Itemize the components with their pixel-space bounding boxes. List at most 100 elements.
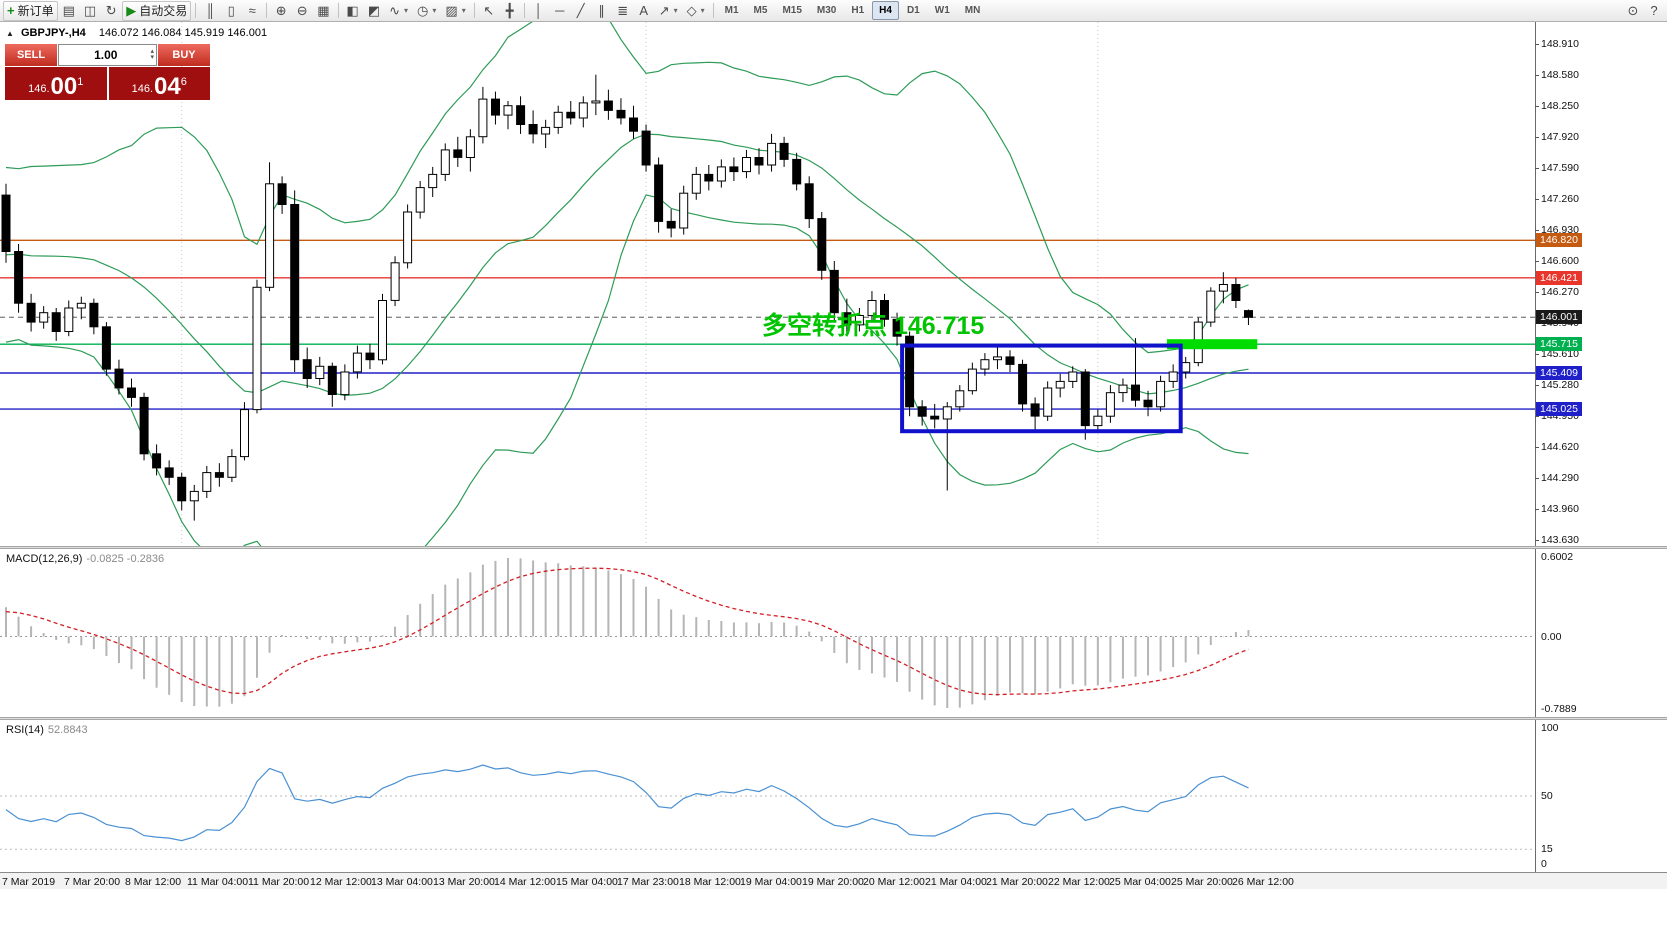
indicators-button[interactable]: ∿ ▾ bbox=[385, 1, 412, 21]
main-chart-panel[interactable]: 多空转折点 146.715 ▲ GBPJPY-,H4 146.072 146.0… bbox=[0, 22, 1667, 546]
time-tick: 7 Mar 2019 bbox=[2, 876, 56, 888]
text-icon: A bbox=[639, 3, 649, 18]
rsi-name: RSI(14) bbox=[6, 724, 44, 736]
time-tick: 22 Mar 12:00 bbox=[1048, 876, 1110, 888]
new-chart-button[interactable]: ▤ bbox=[59, 1, 79, 21]
shapes-button[interactable]: ◇ ▾ bbox=[683, 1, 709, 21]
bollinger-bands bbox=[5, 22, 1249, 546]
crosshair-icon: ╋ bbox=[505, 3, 514, 18]
macd-axis[interactable]: 0.6002 0.00 -0.7889 bbox=[1535, 549, 1667, 717]
timeframe-h1-button[interactable]: H1 bbox=[851, 5, 865, 16]
new-order-button[interactable]: + 新订单 bbox=[3, 0, 58, 21]
time-tick: 20 Mar 12:00 bbox=[863, 876, 925, 888]
trendline-button[interactable]: ╱ bbox=[571, 1, 591, 21]
time-axis[interactable]: 7 Mar 2019 7 Mar 20:00 8 Mar 12:00 11 Mar 0… bbox=[0, 872, 1667, 889]
vertical-line-button[interactable]: │ bbox=[529, 1, 549, 21]
vertical-line-icon: │ bbox=[534, 3, 543, 18]
one-click-toggle-icon[interactable]: ▲ bbox=[6, 29, 14, 38]
zoom-out-icon: ⊖ bbox=[296, 3, 308, 18]
ask-price: 146. 04 6 bbox=[108, 67, 210, 100]
toolbar-separator bbox=[337, 3, 339, 18]
refresh-icon: ↻ bbox=[105, 3, 117, 18]
timeframe-mn-button[interactable]: MN bbox=[964, 5, 981, 16]
macd-signal-line bbox=[5, 567, 1249, 696]
price-level-badge: 145.715 bbox=[1536, 337, 1582, 351]
candles bbox=[1, 74, 1253, 521]
templates-button[interactable]: ▨ ▾ bbox=[441, 1, 469, 21]
timeframe-w1-button[interactable]: W1 bbox=[934, 5, 950, 16]
zoom-in-button[interactable]: ⊕ bbox=[271, 1, 291, 21]
tile-windows-button[interactable]: ▦ bbox=[313, 1, 333, 21]
pivot-level-bar[interactable] bbox=[1166, 339, 1258, 350]
line-chart-icon: ≈ bbox=[248, 3, 256, 18]
annotation-text[interactable]: 多空转折点 146.715 bbox=[762, 311, 984, 340]
fibonacci-button[interactable]: ≣ bbox=[613, 1, 633, 21]
panel-splitter[interactable] bbox=[0, 546, 1667, 549]
channel-icon: ∥ bbox=[598, 3, 605, 18]
time-tick: 14 Mar 12:00 bbox=[494, 876, 556, 888]
channel-button[interactable]: ∥ bbox=[592, 1, 612, 21]
macd-panel[interactable]: MACD(12,26,9) -0.0825 -0.2836 0.6002 0.00 -… bbox=[0, 549, 1667, 717]
price-level-badge: 146.820 bbox=[1536, 233, 1582, 247]
bid-main: 146. bbox=[28, 83, 50, 95]
line-chart-button[interactable]: ≈ bbox=[242, 1, 262, 21]
time-tick: 11 Mar 04:00 bbox=[187, 876, 249, 888]
periods-button[interactable]: ◷ ▾ bbox=[413, 1, 440, 21]
price-level-badge: 146.001 bbox=[1536, 310, 1582, 324]
refresh-button[interactable]: ↻ bbox=[101, 1, 121, 21]
spinner-up-icon[interactable]: ▴ bbox=[150, 48, 154, 55]
timeframe-d1-button[interactable]: D1 bbox=[906, 5, 920, 16]
crosshair-button[interactable]: ╋ bbox=[500, 1, 520, 21]
price-tick: 146.270 bbox=[1535, 286, 1579, 298]
help-button[interactable]: ? bbox=[1644, 1, 1664, 21]
consolidation-box[interactable] bbox=[900, 343, 1183, 434]
arrow-tool-icon: ↗ bbox=[658, 3, 670, 18]
horizontal-line-button[interactable]: ─ bbox=[550, 1, 570, 21]
autotrading-button[interactable]: ▶ 自动交易 bbox=[122, 0, 192, 21]
spinner-down-icon[interactable]: ▾ bbox=[150, 54, 154, 61]
rsi-axis[interactable]: 100 50 15 0 bbox=[1535, 720, 1667, 872]
profiles-button[interactable]: ◫ bbox=[80, 1, 100, 21]
bid-pipette: 1 bbox=[77, 76, 84, 88]
time-tick: 19 Mar 04:00 bbox=[740, 876, 802, 888]
arrows-tool-button[interactable]: ↗ ▾ bbox=[655, 1, 682, 21]
rsi-chart bbox=[0, 764, 1535, 850]
text-tool-button[interactable]: A bbox=[634, 1, 654, 21]
timeframe-m30-button[interactable]: M30 bbox=[816, 5, 837, 16]
zoom-out-button[interactable]: ⊖ bbox=[292, 1, 312, 21]
arrange-horizontal-icon: ◧ bbox=[346, 3, 359, 18]
candlestick-chart[interactable]: 多空转折点 146.715 bbox=[0, 22, 1535, 546]
candlestick-chart-button[interactable]: ▯ bbox=[221, 1, 241, 21]
bottom-filler bbox=[0, 889, 1667, 945]
timeframe-m1-button[interactable]: M1 bbox=[724, 5, 739, 16]
toolbar-separator bbox=[195, 3, 197, 18]
buy-button[interactable]: BUY bbox=[158, 44, 210, 66]
arrange-vertical-icon: ◩ bbox=[367, 3, 381, 18]
search-button[interactable]: ⊙ bbox=[1623, 1, 1643, 21]
indicator-wave-icon: ∿ bbox=[389, 3, 401, 18]
sell-button[interactable]: SELL bbox=[5, 44, 57, 66]
timeframe-m15-button[interactable]: M15 bbox=[782, 5, 802, 16]
timeframe-h4-button[interactable]: H4 bbox=[872, 1, 899, 20]
time-tick: 26 Mar 12:00 bbox=[1232, 876, 1294, 888]
arrange-horizontal-button[interactable]: ◧ bbox=[343, 1, 363, 21]
new-order-button-label: 新订单 bbox=[17, 4, 54, 18]
toolbar-separator bbox=[523, 3, 525, 18]
time-tick: 25 Mar 04:00 bbox=[1109, 876, 1171, 888]
price-axis[interactable]: 148.910 148.580 148.250 147.920 147.590 147.2… bbox=[1535, 22, 1667, 546]
panel-splitter[interactable] bbox=[0, 717, 1667, 720]
bid-price: 146. 00 1 bbox=[5, 67, 107, 100]
bar-chart-button[interactable]: ║ bbox=[200, 1, 220, 21]
price-level-badge: 145.025 bbox=[1536, 402, 1582, 416]
one-click-trading-panel: SELL 1.00 ▴ ▾ BUY 146. 00 1 146. 04 6 bbox=[5, 44, 210, 100]
rsi-label: RSI(14) 52.8843 bbox=[6, 724, 88, 736]
timeframe-m5-button[interactable]: M5 bbox=[753, 5, 768, 16]
macd-name: MACD(12,26,9) bbox=[6, 553, 83, 565]
volume-field[interactable]: 1.00 ▴ ▾ bbox=[58, 44, 157, 66]
arrange-vertical-button[interactable]: ◩ bbox=[364, 1, 384, 21]
rsi-level-low: 15 bbox=[1541, 843, 1553, 855]
rsi-panel[interactable]: RSI(14) 52.8843 100 50 15 0 bbox=[0, 720, 1667, 872]
cursor-button[interactable]: ↖ bbox=[479, 1, 499, 21]
ask-main: 146. bbox=[131, 83, 154, 95]
volume-spinner[interactable]: ▴ ▾ bbox=[150, 48, 154, 61]
